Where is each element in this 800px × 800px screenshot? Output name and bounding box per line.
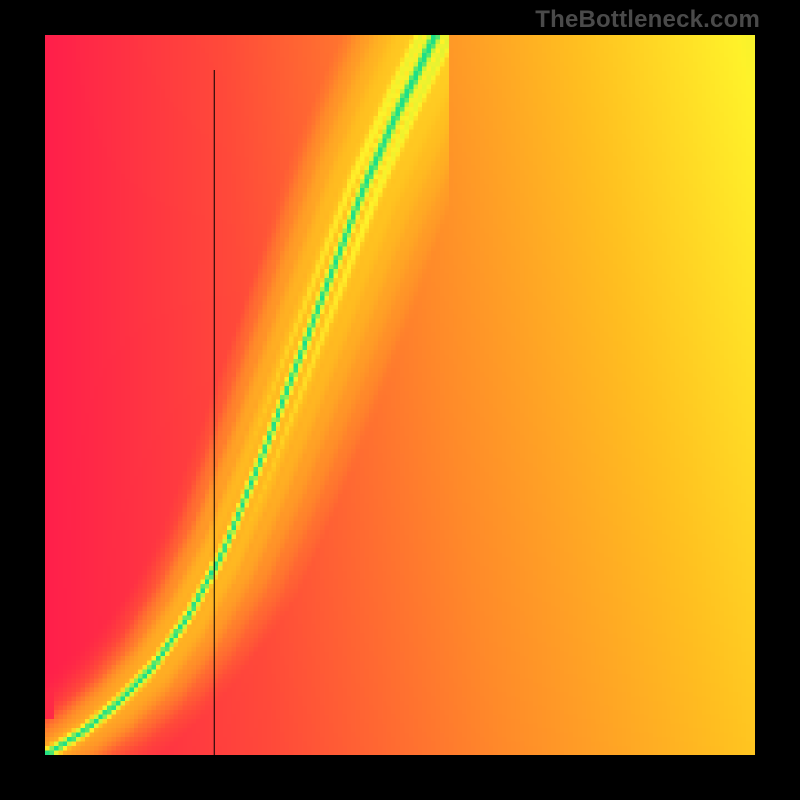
- marker-dot: [210, 784, 218, 790]
- heatmap-canvas: [45, 35, 755, 755]
- chart-container: { "watermark": { "text": "TheBottleneck.…: [0, 0, 800, 800]
- watermark-text: TheBottleneck.com: [535, 6, 760, 34]
- heatmap-plot: [45, 35, 755, 755]
